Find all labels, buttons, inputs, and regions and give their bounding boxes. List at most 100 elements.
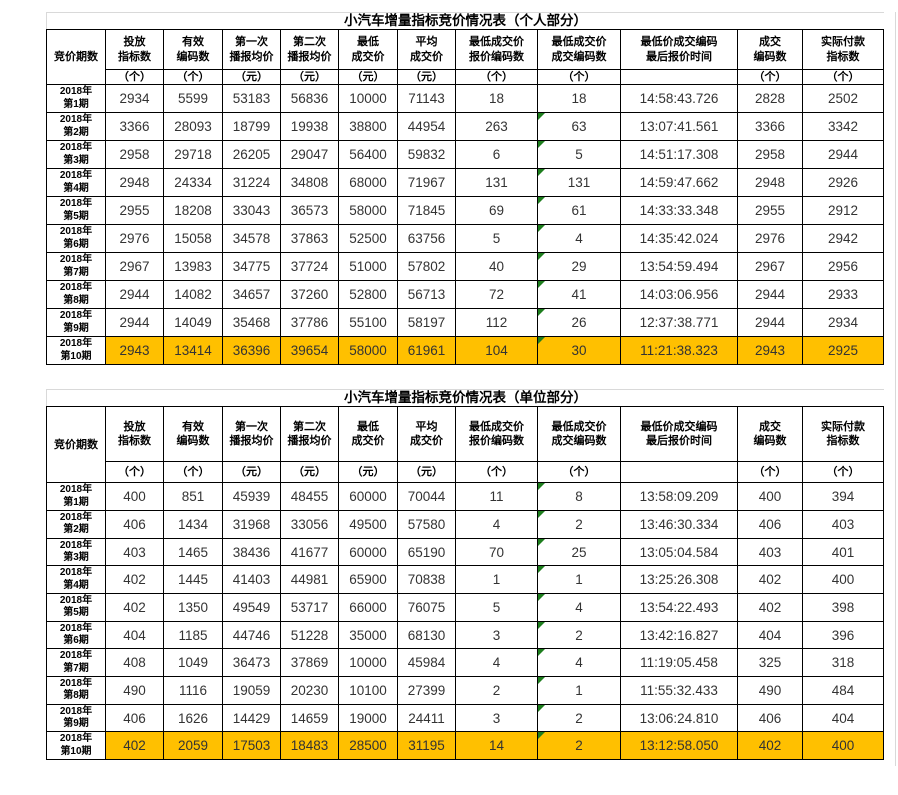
- column-header: 第一次 播报均价: [222, 29, 281, 70]
- value-cell: 18: [455, 84, 538, 114]
- cell-text: 484: [831, 682, 855, 698]
- unit-cell: （个）: [455, 461, 538, 484]
- value-cell: 18483: [280, 731, 339, 761]
- column-header: 实际付款 指标数: [802, 29, 884, 70]
- value-cell: 131: [455, 168, 538, 198]
- value-cell: 34578: [222, 224, 281, 254]
- value-cell: 2934: [105, 84, 164, 114]
- cell-text: （元）: [410, 466, 443, 479]
- cell-text: 68000: [349, 175, 387, 191]
- cell-text: 394: [831, 489, 855, 505]
- value-cell: 18799: [222, 112, 281, 142]
- cell-text: 2018年 第7期: [59, 650, 93, 674]
- cell-text: 400: [831, 572, 855, 588]
- value-cell: 36573: [280, 196, 339, 226]
- cell-text: 2018年 第2期: [59, 114, 93, 138]
- cell-text: 8: [575, 489, 583, 505]
- cell-text: 398: [831, 599, 855, 615]
- value-cell: 14:03:06.956: [620, 280, 738, 310]
- value-cell: 68000: [338, 168, 398, 198]
- cell-text: 2958: [754, 147, 786, 163]
- cell-text: 13:42:16.827: [639, 627, 719, 643]
- cell-text: 38436: [232, 544, 271, 560]
- value-cell: 37869: [280, 648, 339, 678]
- period-cell: 2018年 第4期: [46, 565, 106, 595]
- cell-text: 402: [758, 738, 782, 754]
- value-cell: 3366: [737, 112, 803, 142]
- cell-text: 68130: [407, 627, 446, 643]
- value-cell: 2: [537, 731, 621, 761]
- cell-text: 2018年 第3期: [59, 142, 93, 166]
- value-cell: 490: [737, 676, 803, 705]
- value-cell: 34775: [222, 252, 281, 282]
- period-cell: 2018年 第2期: [46, 509, 106, 539]
- unit-cell: （个）: [163, 68, 223, 86]
- cell-text: 60000: [349, 489, 387, 505]
- value-cell: 31224: [222, 168, 281, 198]
- cell-text: 1: [492, 572, 501, 588]
- value-cell: 4: [455, 509, 538, 539]
- value-cell: 263: [455, 112, 538, 142]
- cell-text: 40: [488, 259, 505, 275]
- cell-text: 4: [575, 655, 583, 671]
- value-cell: 68130: [397, 620, 456, 650]
- value-cell: 13:58:09.209: [620, 482, 738, 511]
- cell-text: 2018年 第6期: [59, 622, 93, 647]
- unit-row: （个） （个） （元） （元） （元） （元） （个） （个） （个） （个）: [47, 461, 884, 484]
- value-cell: 36396: [222, 336, 281, 366]
- cell-text: 71143: [408, 91, 445, 107]
- cell-text: 19059: [232, 682, 271, 698]
- value-cell: 406: [105, 509, 164, 539]
- value-cell: 41: [537, 280, 621, 310]
- value-cell: 4: [537, 224, 621, 254]
- period-cell: 2018年 第1期: [46, 482, 106, 511]
- column-header: 有效 编码数: [163, 406, 223, 463]
- cell-text: 2: [575, 710, 583, 726]
- value-cell: 1626: [163, 703, 223, 733]
- cell-text: （个）: [176, 466, 210, 479]
- table-row: 2018年 第7期 2967 13983 34775 37724 51000 57802 40…: [46, 252, 884, 282]
- cell-text: 6: [492, 147, 501, 163]
- personal-table-section: 小汽车增量指标竞价情况表（个人部分） 竞价期数 投放 指标数 有效 编码数 第一次 播…: [46, 12, 884, 366]
- error-flag-icon: [538, 309, 545, 317]
- period-cell: 2018年 第2期: [46, 112, 106, 142]
- cell-text: 56400: [349, 147, 387, 163]
- cell-text: 最低价成交编码 最后报价时间: [640, 421, 718, 448]
- value-cell: 10000: [338, 648, 398, 678]
- value-cell: 14:33:33.348: [620, 196, 738, 226]
- value-cell: 12:37:38.771: [620, 308, 738, 338]
- value-cell: 2944: [105, 308, 164, 338]
- cell-text: 263: [485, 119, 508, 135]
- cell-text: 26205: [232, 147, 271, 163]
- cell-text: 14429: [232, 710, 271, 726]
- cell-text: 第一次 播报均价: [229, 36, 274, 63]
- column-header: 最低价成交编码 最后报价时间: [620, 29, 738, 70]
- cell-text: 2944: [754, 315, 786, 331]
- cell-text: 2018年 第10期: [59, 338, 93, 362]
- value-cell: 2942: [802, 224, 884, 254]
- table-title-personal: 小汽车增量指标竞价情况表（个人部分）: [46, 12, 884, 29]
- error-flag-icon: [538, 337, 545, 345]
- value-cell: 58000: [338, 336, 398, 366]
- column-header: 成交 编码数: [737, 406, 803, 463]
- cell-text: 20230: [290, 682, 329, 698]
- value-cell: 2967: [737, 252, 803, 282]
- cell-text: 60000: [349, 544, 387, 560]
- cell-text: 404: [758, 627, 782, 643]
- cell-text: 2934: [119, 91, 150, 107]
- cell-text: 18799: [232, 119, 271, 135]
- period-cell: 2018年 第8期: [46, 676, 106, 705]
- cell-text: 2018年 第6期: [59, 226, 93, 250]
- cell-text: 403: [123, 544, 146, 560]
- table-title-text: 小汽车增量指标竞价情况表（单位部分）: [344, 390, 587, 406]
- value-cell: 33056: [280, 509, 339, 539]
- cell-text: 396: [831, 627, 855, 643]
- table-row: 2018年 第2期 406 1434 31968 33056 49500 57580 4 2 13…: [46, 509, 884, 539]
- value-cell: 1465: [163, 537, 223, 567]
- cell-text: 45984: [407, 655, 446, 671]
- table-row: 2018年 第8期 490 1116 19059 20230 10100 27399 2 1 11…: [46, 676, 884, 705]
- cell-text: 有效 编码数: [176, 421, 210, 448]
- unit-cell: （元）: [280, 68, 339, 86]
- value-cell: 29: [537, 252, 621, 282]
- cell-text: 18: [571, 91, 587, 107]
